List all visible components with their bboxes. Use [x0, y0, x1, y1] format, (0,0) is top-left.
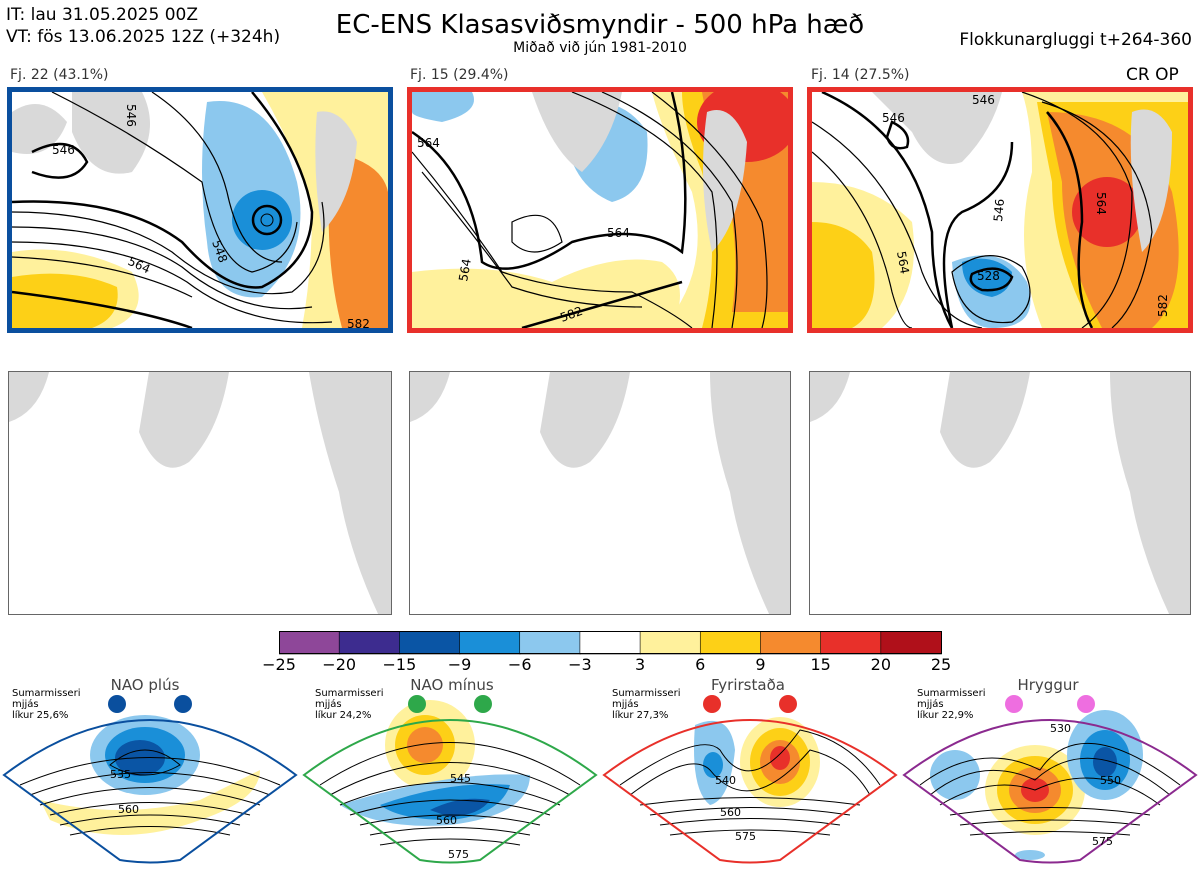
positive-anomaly-1d: [12, 273, 118, 328]
svg-text:546: 546: [972, 93, 995, 107]
regime-2-info: Sumarmisseri mjjás líkur 24,2%: [315, 688, 384, 721]
colorbar-tick-label: 20: [870, 655, 891, 674]
svg-text:582: 582: [1156, 294, 1170, 317]
page-subtitle: Miðað við jún 1981-2010: [513, 40, 687, 56]
colorbar-tick-label: 15: [810, 655, 831, 674]
canada-land: [12, 104, 67, 154]
regime-2-name: NAO mínus: [410, 676, 494, 694]
regime-1-info: Sumarmisseri mjjás líkur 25,6%: [12, 688, 81, 721]
regime-2-dots: [408, 695, 492, 713]
colorbar-cell: [519, 631, 581, 655]
svg-text:546: 546: [991, 198, 1007, 222]
colorbar-tick-label: −15: [382, 655, 417, 674]
svg-text:564: 564: [607, 226, 630, 240]
colorbar-cell: [579, 631, 641, 655]
initial-time: IT: lau 31.05.2025 00Z: [6, 5, 198, 25]
cluster-label-1: Fj. 22 (43.1%): [10, 67, 109, 83]
svg-text:560: 560: [118, 803, 139, 816]
svg-text:582: 582: [347, 317, 370, 328]
regime-4-info: Sumarmisseri mjjás líkur 22,9%: [917, 688, 986, 721]
cluster-label-3: Fj. 14 (27.5%): [811, 67, 910, 83]
cluster-map-3: 546 546 528 564 564 582 546: [807, 87, 1193, 333]
colorbar-tick-label: 6: [695, 655, 706, 674]
regime-3-map: 540 560 575: [602, 717, 898, 864]
svg-text:564: 564: [417, 136, 440, 150]
page-title: EC-ENS Klasasviðsmyndir - 500 hPa hæð: [335, 10, 865, 40]
colorbar-cell: [459, 631, 521, 655]
colorbar-cell: [880, 631, 942, 655]
valid-time: VT: fös 13.06.2025 12Z (+324h): [6, 27, 281, 47]
colorbar-cell: [399, 631, 461, 655]
regime-3-dots: [703, 695, 797, 713]
regime-4-name: Hryggur: [1017, 676, 1079, 694]
header-info: IT: lau 31.05.2025 00Z VT: fös 13.06.202…: [6, 4, 280, 48]
colorbar: [279, 631, 942, 655]
regime-2-map: 545 560 575: [302, 700, 598, 864]
svg-text:560: 560: [436, 814, 457, 827]
svg-text:545: 545: [450, 772, 471, 785]
svg-text:528: 528: [977, 269, 1000, 283]
cluster-label-2: Fj. 15 (29.4%): [410, 67, 509, 83]
contour-label: 546: [52, 143, 75, 157]
colorbar-tick-label: −20: [322, 655, 357, 674]
cluster-map-2: 564 582 564 564: [407, 87, 793, 333]
colorbar-cell: [760, 631, 822, 655]
member-map-2: [409, 371, 791, 615]
scandinavia-land: [315, 111, 357, 232]
regime-1-dots: [108, 695, 192, 713]
colorbar-cell: [279, 631, 340, 655]
colorbar-tick-label: −6: [507, 655, 532, 674]
svg-text:530: 530: [1050, 722, 1071, 735]
cr-op-label: CR OP: [1126, 65, 1179, 85]
negative-anomaly-1b: [232, 190, 292, 250]
regime-4-map: 530 550 575: [902, 710, 1198, 864]
colorbar-cell: [639, 631, 702, 655]
cluster-map-1: 546 548 564 582 546: [7, 87, 393, 333]
colorbar-cell: [820, 631, 882, 655]
svg-text:575: 575: [448, 848, 469, 861]
colorbar-cell: [338, 631, 401, 655]
svg-text:575: 575: [1092, 835, 1113, 848]
regime-1-map: 535 560: [2, 715, 298, 864]
svg-text:575: 575: [735, 830, 756, 843]
colorbar-tick-label: −25: [262, 655, 296, 674]
regime-3-name: Fyrirstaða: [711, 676, 785, 694]
svg-text:546: 546: [882, 111, 905, 125]
svg-text:564: 564: [1094, 192, 1108, 215]
regime-3-info: Sumarmisseri mjjás líkur 27,3%: [612, 688, 681, 721]
clustering-window: Flokkunargluggi t+264-360: [959, 30, 1192, 50]
member-map-1: [8, 371, 392, 615]
svg-text:535: 535: [110, 768, 131, 781]
regime-1-name: NAO plús: [110, 676, 180, 694]
svg-text:560: 560: [720, 806, 741, 819]
colorbar-cell: [699, 631, 762, 655]
svg-text:550: 550: [1100, 774, 1121, 787]
colorbar-tick-label: −9: [447, 655, 472, 674]
colorbar-tick-label: −3: [568, 655, 592, 674]
svg-text:546: 546: [124, 104, 138, 127]
svg-text:564: 564: [894, 250, 912, 275]
member-map-3: [809, 371, 1191, 615]
colorbar-tick-label: 3: [634, 655, 646, 674]
svg-text:564: 564: [456, 258, 474, 283]
colorbar-tick-label: 25: [930, 655, 952, 674]
svg-text:540: 540: [715, 774, 736, 787]
regime-4-dots: [1005, 695, 1095, 713]
colorbar-tick-label: 9: [755, 655, 766, 674]
